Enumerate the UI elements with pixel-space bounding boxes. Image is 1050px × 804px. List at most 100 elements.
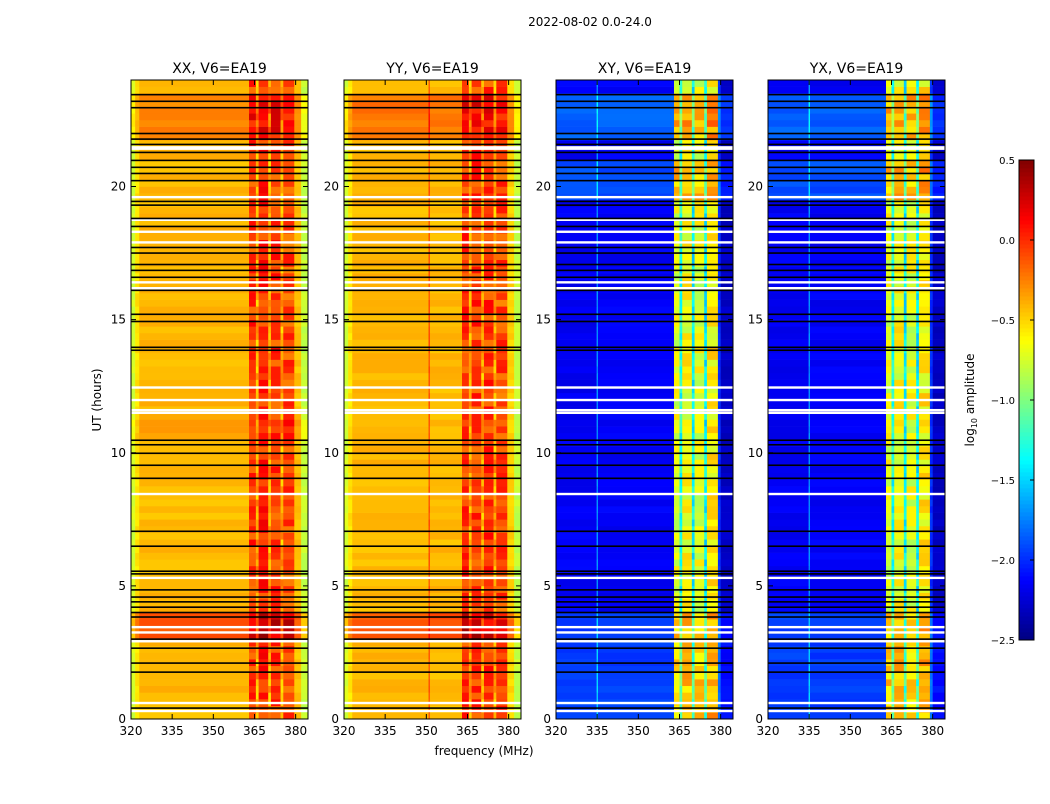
heatmap-cell [695, 646, 705, 653]
heatmap-cell [810, 619, 886, 626]
heatmap-cell [692, 87, 695, 94]
flagged-row-black [556, 545, 733, 547]
heatmap-cell [598, 613, 674, 620]
heatmap-cell [301, 419, 308, 426]
heatmap-cell [294, 419, 301, 426]
heatmap-cell [707, 646, 718, 653]
heatmap-cell [507, 426, 514, 433]
heatmap-cell [674, 506, 680, 513]
heatmap-cell [721, 120, 734, 127]
heatmap-cell [679, 579, 682, 586]
heatmap-cell [916, 519, 919, 526]
heatmap-cell [344, 333, 348, 340]
heatmap-cell [891, 679, 894, 686]
heatmap-cell [344, 513, 348, 520]
heatmap-cell [348, 293, 352, 300]
heatmap-cell [682, 652, 692, 659]
heatmap-cell [294, 253, 301, 260]
heatmap-cell [481, 260, 484, 267]
heatmap-cell [283, 599, 294, 606]
heatmap-cell [904, 153, 907, 160]
heatmap-cell [810, 340, 886, 347]
heatmap-cell [930, 300, 933, 307]
heatmap-cell [496, 593, 507, 600]
heatmap-cell [283, 373, 294, 380]
heatmap-cell [674, 579, 680, 586]
heatmap-cell [682, 506, 692, 513]
heatmap-cell [679, 519, 682, 526]
heatmap-cell [472, 80, 482, 87]
heatmap-cell [494, 187, 497, 194]
heatmap-cell [249, 320, 256, 327]
heatmap-cell [904, 306, 907, 313]
flagged-row-white [556, 147, 733, 149]
heatmap-cell [135, 187, 139, 194]
flagged-row-black [131, 464, 308, 466]
heatmap-cell [692, 619, 695, 626]
heatmap-cell [891, 233, 894, 240]
heatmap-cell [695, 366, 705, 373]
heatmap-cell [472, 306, 482, 313]
heatmap-cell [692, 419, 695, 426]
heatmap-cell [469, 619, 472, 626]
heatmap-cell [249, 293, 256, 300]
heatmap-cell [481, 326, 484, 333]
heatmap-cell [674, 187, 680, 194]
heatmap-cell [481, 87, 484, 94]
y-tick-label: 5 [543, 579, 551, 593]
heatmap-cell [301, 712, 308, 719]
heatmap-cell [494, 326, 497, 333]
heatmap-cell [268, 466, 271, 473]
heatmap-cell [891, 486, 894, 493]
heatmap-cell [301, 692, 308, 699]
heatmap-cell [268, 539, 271, 546]
heatmap-cell [268, 187, 271, 194]
heatmap-cell [933, 306, 946, 313]
heatmap-cell [933, 300, 946, 307]
heatmap-cell [679, 686, 682, 693]
heatmap-cell [704, 153, 707, 160]
heatmap-cell [891, 646, 894, 653]
heatmap-cell [481, 679, 484, 686]
heatmap-cell [930, 599, 933, 606]
heatmap-cell [886, 499, 892, 506]
flagged-row-black [556, 321, 733, 323]
heatmap-cell [904, 599, 907, 606]
heatmap-cell [352, 613, 429, 620]
heatmap-cell [469, 646, 472, 653]
heatmap-cell [556, 466, 597, 473]
heatmap-cell [472, 340, 482, 347]
heatmap-cell [514, 692, 521, 699]
heatmap-cell [904, 253, 907, 260]
heatmap-cell [430, 293, 462, 300]
heatmap-cell [514, 380, 521, 387]
heatmap-cell [283, 646, 294, 653]
heatmap-cell [469, 253, 472, 260]
heatmap-cell [469, 360, 472, 367]
heatmap-cell [472, 539, 482, 546]
heatmap-cell [768, 579, 809, 586]
flagged-row-black [344, 349, 521, 351]
heatmap-cell [674, 686, 680, 693]
heatmap-cell [496, 613, 507, 620]
heatmap-cell [919, 613, 930, 620]
heatmap-cell [695, 419, 705, 426]
heatmap-cell [695, 679, 705, 686]
heatmap-cell [268, 519, 271, 526]
heatmap-cell [695, 293, 705, 300]
heatmap-cell [718, 593, 721, 600]
heatmap-cell [907, 539, 917, 546]
heatmap-cell [131, 206, 135, 213]
heatmap-cell [281, 80, 284, 87]
heatmap-cell [598, 253, 674, 260]
heatmap-cell [259, 140, 269, 147]
heatmap-cell [344, 506, 348, 513]
heatmap-cell [249, 446, 256, 453]
heatmap-cell [469, 533, 472, 540]
heatmap-cell [556, 120, 597, 127]
heatmap-cell [707, 340, 718, 347]
heatmap-cell [484, 153, 494, 160]
heatmap-cell [598, 446, 674, 453]
heatmap-cell [294, 613, 301, 620]
heatmap-cell [462, 679, 469, 686]
